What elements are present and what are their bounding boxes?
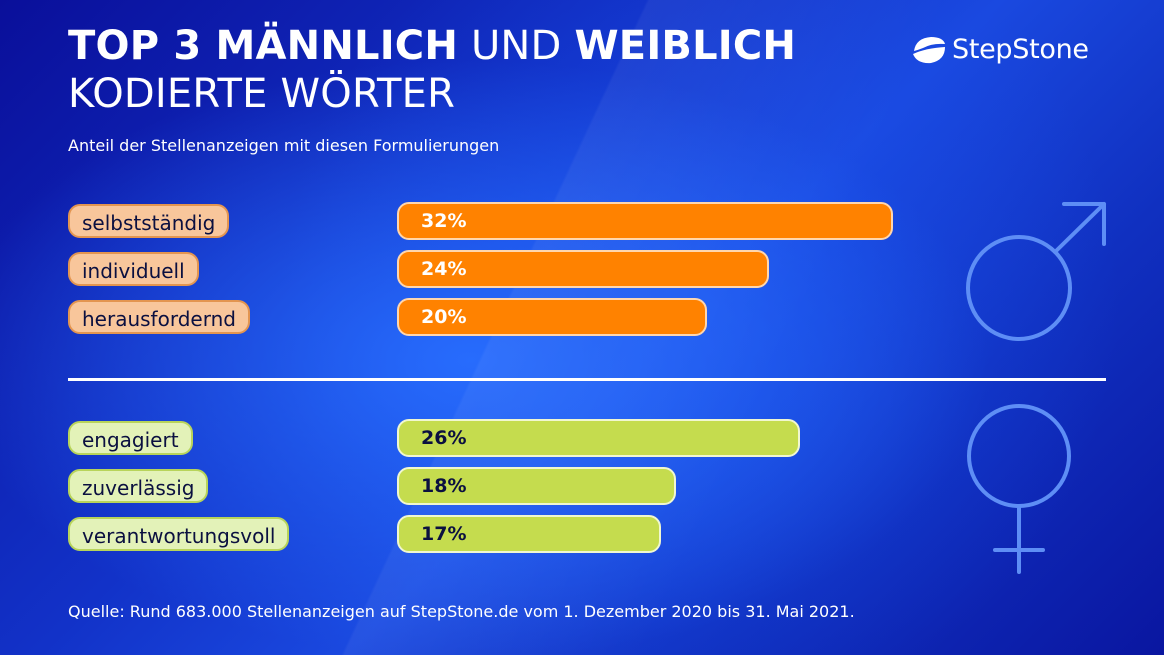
female-bar: 17% bbox=[397, 515, 661, 553]
male-symbol-icon bbox=[966, 202, 1106, 341]
title-line-1: TOP 3 MÄNNLICH UND WEIBLICH bbox=[68, 23, 797, 69]
bar-value-label: 26% bbox=[421, 427, 467, 449]
source-note: Quelle: Rund 683.000 Stellenanzeigen auf… bbox=[68, 602, 855, 621]
subtitle: Anteil der Stellenanzeigen mit diesen Fo… bbox=[68, 136, 500, 155]
male-bar: 24% bbox=[397, 250, 769, 288]
female-category-label: verantwortungsvoll bbox=[68, 517, 290, 551]
male-category-label: individuell bbox=[68, 252, 199, 286]
female-category-label: engagiert bbox=[68, 421, 193, 455]
logo-text: StepStone bbox=[952, 34, 1089, 65]
page-title: TOP 3 MÄNNLICH UND WEIBLICH KODIERTE WÖR… bbox=[68, 22, 796, 118]
female-symbol-icon bbox=[967, 404, 1071, 574]
bar-value-label: 20% bbox=[421, 306, 467, 328]
female-bar: 26% bbox=[397, 419, 800, 457]
title-line-2: KODIERTE WÖRTER bbox=[68, 71, 456, 117]
female-bar: 18% bbox=[397, 467, 676, 505]
male-category-label: herausfordernd bbox=[68, 300, 250, 334]
stepstone-logo-icon bbox=[913, 36, 945, 63]
stepstone-logo: StepStone bbox=[912, 34, 1089, 65]
bar-value-label: 18% bbox=[421, 475, 467, 497]
section-divider bbox=[68, 378, 1106, 381]
bar-value-label: 17% bbox=[421, 523, 467, 545]
male-category-label: selbstständig bbox=[68, 204, 230, 238]
female-category-label: zuverlässig bbox=[68, 469, 209, 503]
male-bar: 32% bbox=[397, 202, 893, 240]
bar-value-label: 32% bbox=[421, 210, 467, 232]
male-bar: 20% bbox=[397, 298, 707, 336]
bar-value-label: 24% bbox=[421, 258, 467, 280]
